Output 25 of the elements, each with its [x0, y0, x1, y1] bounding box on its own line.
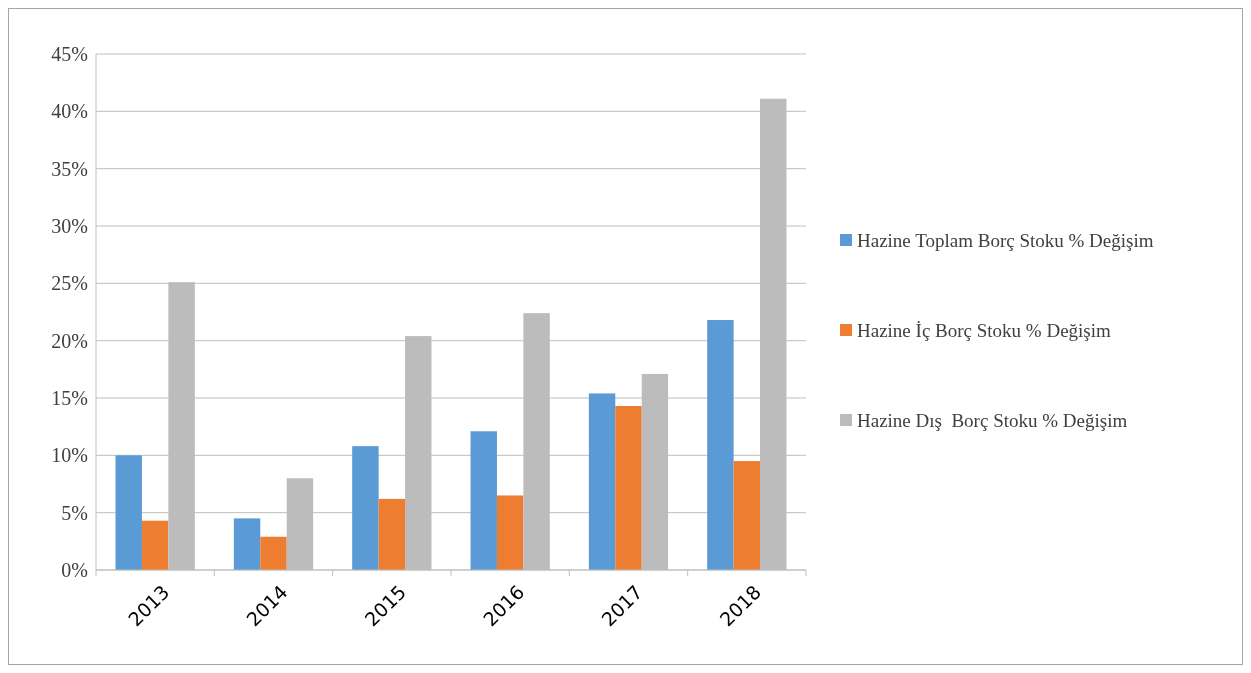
y-tick-label: 30%	[51, 215, 88, 237]
bar	[352, 446, 379, 570]
legend-label: Hazine İç Borç Stoku % Değişim	[857, 319, 1112, 341]
bar	[233, 518, 261, 570]
bar	[615, 406, 642, 570]
y-tick-label: 20%	[51, 329, 88, 352]
y-tick-label: 0%	[61, 559, 88, 581]
bar	[588, 393, 616, 570]
y-tick-label: 40%	[51, 100, 88, 123]
bar	[733, 461, 761, 570]
legend-label: Hazine Dış Borç Stoku % Değişim	[857, 409, 1128, 431]
bar	[496, 495, 524, 570]
y-tick-label: 5%	[61, 501, 88, 524]
bar	[707, 320, 734, 570]
y-tick-label: 35%	[51, 157, 88, 180]
bar	[378, 498, 406, 570]
bar	[470, 431, 497, 570]
y-tick-label: 15%	[51, 387, 88, 409]
bar	[141, 520, 169, 570]
legend-label: Hazine Toplam Borç Stoku % Değişim	[857, 229, 1154, 251]
y-tick-label: 45%	[51, 43, 88, 65]
bar	[115, 455, 142, 570]
y-tick-label: 25%	[51, 272, 88, 295]
bar	[260, 536, 287, 570]
y-tick-label: 10%	[51, 444, 88, 467]
